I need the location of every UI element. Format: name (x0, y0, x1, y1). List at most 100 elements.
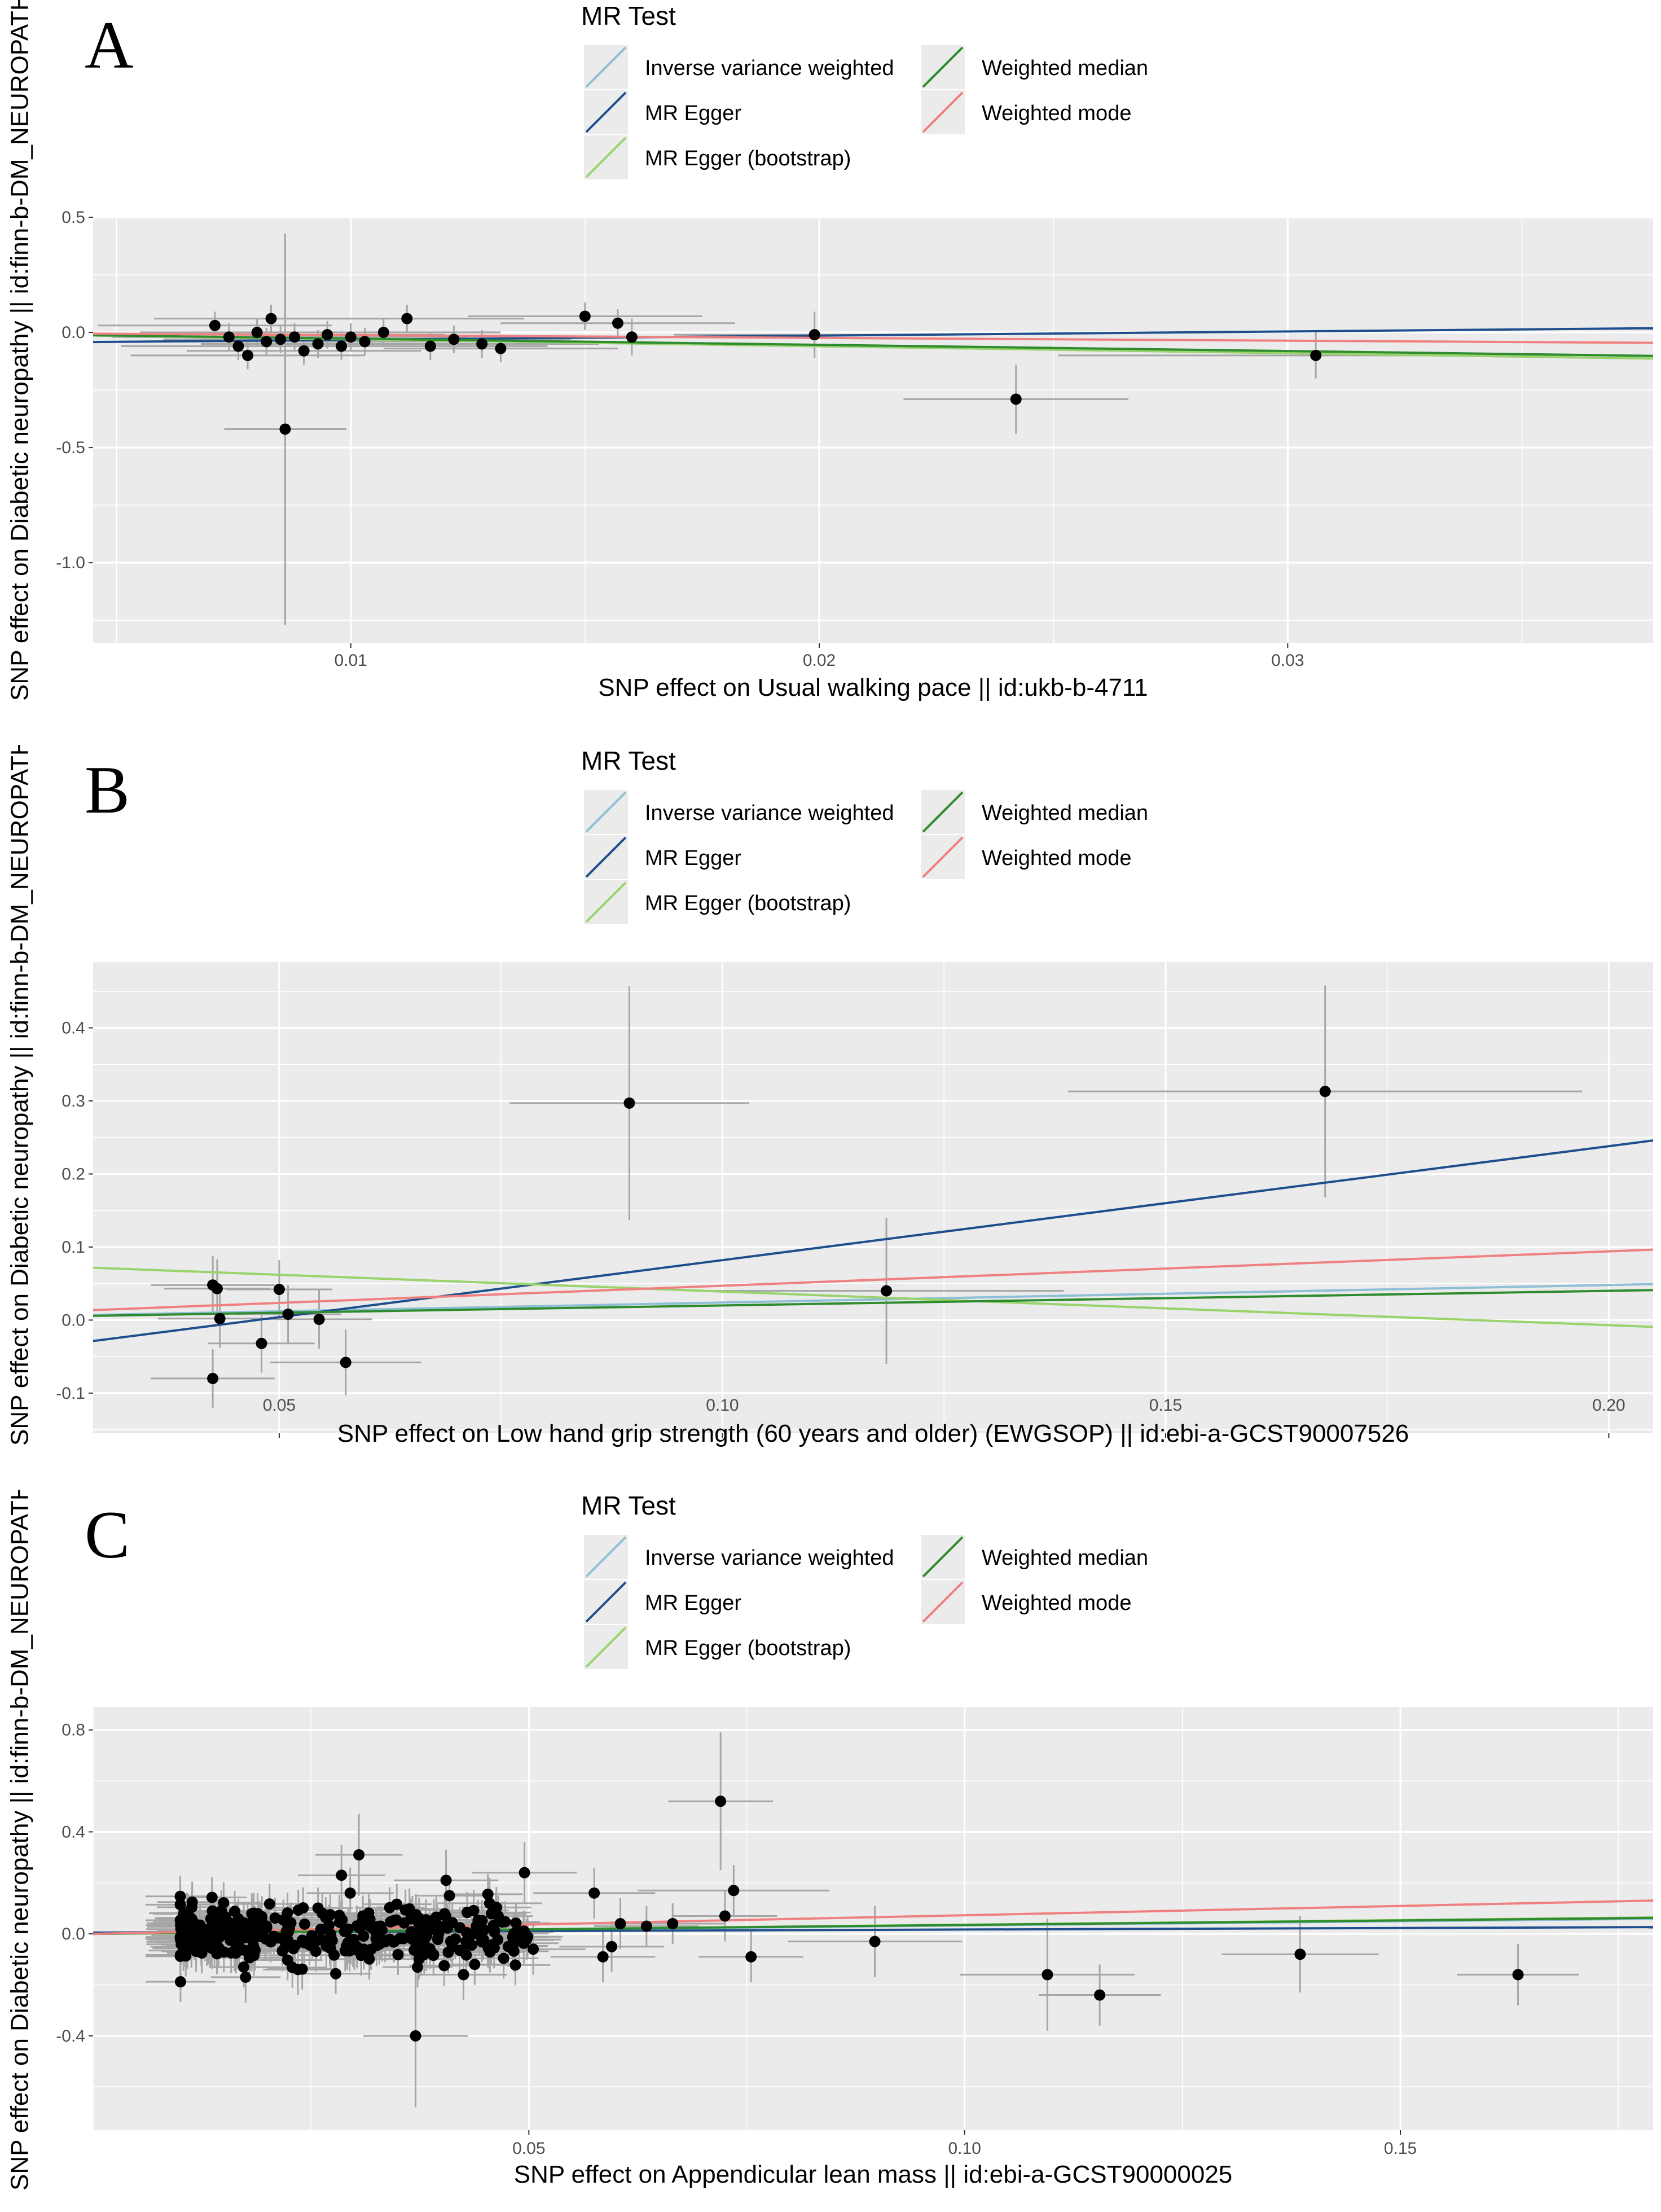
data-point (298, 1918, 310, 1930)
data-point (375, 1920, 386, 1932)
data-point (218, 1946, 230, 1958)
legend-label: MR Egger (bootstrap) (645, 147, 851, 170)
legend-key-line (585, 137, 627, 178)
legend-label: MR Egger (645, 1591, 741, 1615)
data-point (289, 331, 301, 343)
data-point (282, 1308, 294, 1320)
legend-label: Inverse variance weighted (645, 1546, 894, 1570)
legend-item: MR Egger (584, 90, 741, 134)
data-point (325, 1942, 337, 1954)
data-layer (93, 233, 1653, 625)
x-axis-title: SNP effect on Usual walking pace || id:u… (598, 674, 1148, 701)
legend-item: Weighted mode (921, 1580, 1131, 1624)
data-point (269, 1912, 281, 1924)
legend-key-line (922, 791, 964, 833)
data-point (287, 1961, 298, 1973)
y-tick-label: 0.0 (61, 1925, 85, 1943)
data-point (336, 1869, 348, 1881)
legend-key-line (585, 1536, 627, 1578)
y-tick-label: -0.4 (56, 2027, 85, 2046)
x-tick-label: 0.05 (512, 2139, 545, 2158)
x-axis-title: SNP effect on Low hand grip strength (60… (337, 1420, 1409, 1447)
data-point (296, 1934, 308, 1946)
legend: MR Test Inverse variance weighted MR Egger… (581, 1, 1148, 179)
data-point (499, 1916, 511, 1928)
legend-key-line (585, 1626, 627, 1668)
y-tick-label: -1.0 (56, 554, 85, 572)
legend-key-line (585, 881, 627, 923)
legend-label: Inverse variance weighted (645, 56, 894, 80)
legend-item: Weighted mode (921, 835, 1131, 879)
data-point (345, 331, 357, 343)
data-point (490, 1907, 502, 1919)
x-tick-label: 0.10 (706, 1396, 739, 1415)
data-point (325, 1928, 337, 1940)
line-weighted-mode (93, 1248, 1653, 1311)
legend-key-line (585, 1581, 627, 1623)
data-point (606, 1941, 618, 1952)
data-point (446, 1940, 458, 1952)
data-point (487, 1920, 499, 1932)
data-point (174, 1976, 186, 1988)
data-point (242, 349, 254, 361)
data-point (263, 1898, 275, 1910)
legend-title: MR Test (581, 1491, 676, 1520)
data-point (1319, 1086, 1331, 1098)
legend-key-line (922, 1536, 964, 1578)
legend-item: Inverse variance weighted (584, 1535, 894, 1579)
panel-b: B SNP effect on Diabetic neuropathy || id… (6, 745, 1653, 1447)
data-point (424, 1943, 436, 1955)
data-point (626, 331, 638, 343)
legend-label: Inverse variance weighted (645, 801, 894, 825)
data-point (261, 336, 273, 348)
legend-label: Weighted median (982, 56, 1148, 80)
data-point (344, 1887, 356, 1899)
data-point (518, 1867, 530, 1879)
data-point (377, 327, 389, 339)
data-point (231, 1940, 243, 1952)
data-point (232, 340, 244, 352)
data-point (306, 1930, 318, 1942)
data-layer (93, 985, 1653, 1408)
data-point (354, 1922, 366, 1934)
data-point (640, 1920, 652, 1932)
plot-background (93, 962, 1653, 1433)
legend-key-line (585, 791, 627, 833)
legend-label: MR Egger (bootstrap) (645, 1636, 851, 1660)
data-point (210, 1915, 222, 1927)
data-point (430, 1911, 442, 1923)
data-point (410, 2030, 421, 2042)
data-point (292, 1904, 304, 1916)
data-point (482, 1942, 494, 1954)
y-tick-label: 0.8 (61, 1721, 85, 1740)
plot-background (93, 217, 1653, 643)
gridlines (93, 1707, 1653, 2130)
data-point (482, 1888, 494, 1900)
data-point (388, 1936, 399, 1948)
data-point (715, 1796, 727, 1807)
data-point (273, 1283, 285, 1295)
data-point (466, 1939, 478, 1951)
data-point (492, 1934, 504, 1946)
x-tick-label: 0.15 (1149, 1396, 1182, 1415)
data-point (232, 1913, 244, 1925)
legend-key-line (585, 91, 627, 133)
data-point (203, 1932, 215, 1944)
data-point (279, 423, 291, 435)
data-point (312, 338, 324, 350)
data-point (221, 1917, 233, 1929)
data-point (440, 1875, 452, 1886)
x-axis-title: SNP effect on Appendicular lean mass || … (514, 2161, 1233, 2188)
panel-letter: C (85, 1497, 130, 1572)
y-axis-title-group: SNP effect on Diabetic neuropathy || id:… (6, 745, 34, 1446)
data-point (1042, 1969, 1053, 1981)
data-point (265, 313, 277, 324)
data-layer (93, 1732, 1653, 2108)
data-point (728, 1885, 740, 1897)
data-point (398, 1917, 410, 1929)
legend-item: Weighted median (921, 1535, 1148, 1579)
legend-label: Weighted mode (982, 1591, 1131, 1615)
y-tick-label: 0.0 (61, 323, 85, 342)
data-point (342, 1923, 354, 1935)
data-point (206, 1891, 218, 1903)
